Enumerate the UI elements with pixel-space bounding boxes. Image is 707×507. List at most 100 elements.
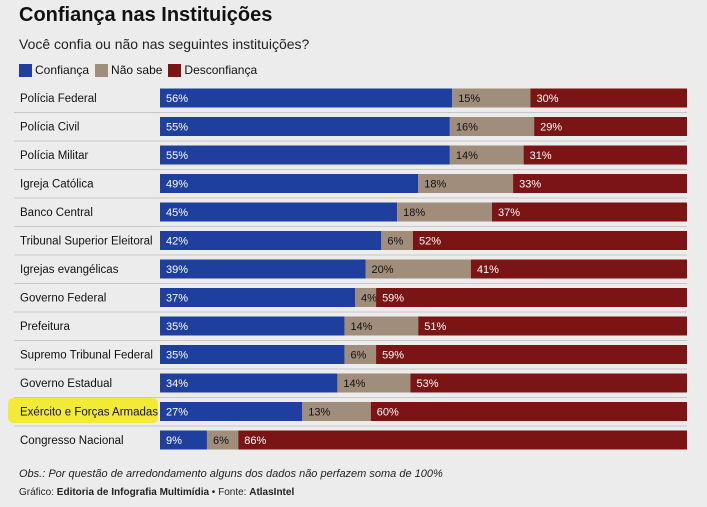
bar-segment-desconfianca — [418, 316, 687, 336]
bar-segment-nao-sabe — [354, 288, 377, 307]
bar-segment-confianca — [160, 373, 338, 393]
category-label: Polícia Civil — [20, 122, 79, 134]
data-label-nao-sabe: 4% — [361, 293, 377, 305]
data-label-desconfianca: 30% — [536, 93, 558, 105]
bar-segment-confianca — [160, 231, 382, 250]
bar-row-policia-militar: Polícia Militar 55% 14% 31% — [14, 145, 687, 170]
bar-segment-confianca — [160, 202, 398, 222]
data-label-nao-sabe: 6% — [213, 435, 229, 447]
category-label: Banco Central — [20, 207, 93, 219]
source-line: Gráfico: Editoria de Infografia Multimíd… — [19, 487, 294, 498]
bar-row-igreja-catolica: Igreja Católica 49% 18% 33% — [14, 174, 687, 199]
data-label-nao-sabe: 18% — [403, 207, 425, 219]
bar-segment-desconfianca — [470, 259, 687, 279]
data-label-desconfianca: 59% — [382, 293, 404, 305]
category-label: Governo Estadual — [20, 378, 112, 390]
data-label-desconfianca: 33% — [519, 179, 541, 191]
legend-item-nao-sabe: Não sabe — [95, 63, 162, 77]
source-author: Editoria de Infografia Multimídia — [56, 487, 210, 498]
category-label: Exército e Forças Armadas — [20, 407, 158, 419]
data-label-nao-sabe: 20% — [372, 264, 394, 276]
bar-segment-desconfianca — [530, 88, 687, 108]
data-label-nao-sabe: 13% — [308, 407, 330, 419]
bar-segment-confianca — [160, 430, 207, 450]
data-label-confianca: 56% — [166, 93, 188, 105]
bar-segment-confianca — [160, 316, 345, 336]
data-label-desconfianca: 60% — [377, 407, 399, 419]
data-label-confianca: 39% — [166, 264, 188, 276]
data-label-confianca: 9% — [166, 435, 182, 447]
source-name: AtlasIntel — [249, 487, 295, 498]
bar-segment-desconfianca — [410, 373, 687, 393]
data-label-desconfianca: 52% — [419, 236, 441, 248]
bar-row-igrejas-evangelicas: Igrejas evangélicas 39% 20% 41% — [14, 259, 687, 284]
data-label-desconfianca: 59% — [382, 350, 404, 362]
bar-segment-nao-sabe — [397, 202, 493, 222]
data-label-confianca: 35% — [166, 350, 188, 362]
data-label-confianca: 37% — [166, 293, 188, 305]
data-label-confianca: 55% — [166, 122, 188, 134]
chart-title: Confiança nas Instituições — [19, 4, 273, 26]
bar-row-policia-federal: Polícia Federal 56% 15% 30% — [14, 88, 687, 113]
category-label: Prefeitura — [20, 321, 70, 333]
source-prefix: Gráfico: — [19, 487, 57, 498]
data-label-nao-sabe: 16% — [456, 122, 478, 134]
bar-segment-nao-sabe — [449, 145, 524, 165]
data-label-desconfianca: 86% — [244, 435, 266, 447]
legend-swatch-nao-sabe — [95, 63, 109, 77]
data-label-nao-sabe: 6% — [387, 236, 403, 248]
data-label-confianca: 55% — [166, 150, 188, 162]
data-label-nao-sabe: 14% — [456, 150, 478, 162]
bar-segment-desconfianca — [370, 402, 687, 421]
bar-segment-desconfianca — [534, 117, 687, 136]
legend: Confiança Não sabe Desconfiança — [19, 63, 263, 77]
stacked-bar-chart: Polícia Federal 56% 15% 30% Polícia Civil 55%… — [8, 88, 687, 450]
bar-segment-confianca — [160, 345, 345, 364]
category-label: Tribunal Superior Eleitoral — [20, 236, 153, 248]
category-label: Governo Federal — [20, 293, 106, 305]
bar-row-exercito-e-forcas-armadas: Exército e Forças Armadas 27% 13% 60% — [8, 398, 687, 427]
bar-row-governo-federal: Governo Federal 37% 4% 59% — [14, 288, 687, 313]
legend-swatch-confianca — [19, 63, 32, 77]
category-label: Supremo Tribunal Federal — [20, 350, 153, 362]
legend-label-nao-sabe: Não sabe — [111, 63, 163, 77]
bar-segment-nao-sabe — [344, 345, 377, 364]
legend-label-desconfianca: Desconfiança — [184, 63, 258, 77]
bar-segment-desconfianca — [412, 231, 687, 250]
legend-item-confianca: Confiança — [19, 63, 89, 77]
data-label-confianca: 42% — [166, 236, 188, 248]
bar-row-banco-central: Banco Central 45% 18% 37% — [14, 202, 687, 227]
bar-segment-desconfianca — [513, 174, 687, 193]
category-label: Igrejas evangélicas — [20, 264, 119, 276]
bar-segment-nao-sabe — [344, 316, 419, 336]
data-label-nao-sabe: 15% — [458, 93, 480, 105]
bar-segment-confianca — [160, 402, 303, 421]
data-label-confianca: 45% — [166, 207, 188, 219]
data-label-desconfianca: 37% — [498, 207, 520, 219]
bar-segment-desconfianca — [376, 345, 687, 364]
bar-segment-confianca — [160, 288, 355, 307]
data-label-desconfianca: 29% — [540, 122, 562, 134]
data-label-desconfianca: 51% — [424, 321, 446, 333]
bar-segment-nao-sabe — [381, 231, 413, 250]
bar-segment-nao-sabe — [365, 259, 471, 279]
bar-segment-nao-sabe — [452, 88, 531, 108]
bar-row-tribunal-superior-eleitoral: Tribunal Superior Eleitoral 42% 6% 52% — [14, 231, 687, 256]
bar-segment-confianca — [160, 145, 450, 165]
data-label-nao-sabe: 14% — [350, 321, 372, 333]
data-label-desconfianca: 53% — [416, 378, 438, 390]
bar-row-prefeitura: Prefeitura 35% 14% 51% — [14, 316, 687, 341]
bar-segment-nao-sabe — [302, 402, 371, 421]
bar-segment-confianca — [160, 174, 419, 193]
data-label-confianca: 27% — [166, 407, 188, 419]
bar-segment-desconfianca — [492, 202, 687, 222]
chart-subtitle: Você confia ou não nas seguintes institu… — [19, 36, 310, 52]
bar-segment-nao-sabe — [449, 117, 535, 136]
bar-segment-confianca — [160, 259, 366, 279]
bar-row-governo-estadual: Governo Estadual 34% 14% 53% — [14, 373, 687, 398]
bar-row-supremo-tribunal-federal: Supremo Tribunal Federal 35% 6% 59% — [14, 345, 687, 370]
source-separator: • Fonte: — [209, 487, 250, 498]
bar-segment-nao-sabe — [337, 373, 411, 393]
bar-row-congresso-nacional: Congresso Nacional 9% 6% 86% — [20, 430, 687, 450]
footnote: Obs.: Por questão de arredondamento algu… — [19, 468, 443, 480]
